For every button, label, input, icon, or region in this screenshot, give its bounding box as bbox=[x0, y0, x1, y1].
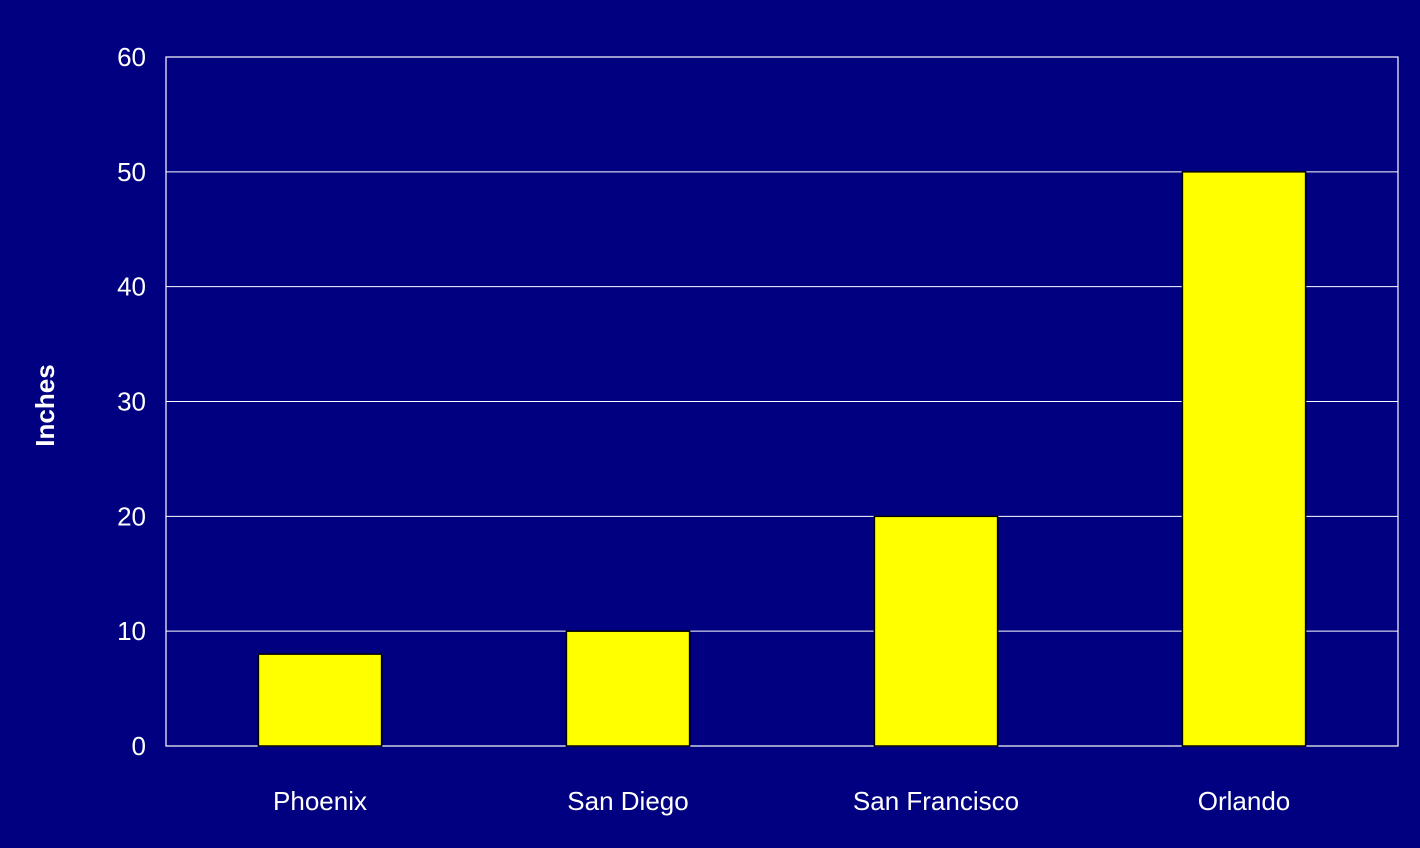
chart-outer-frame bbox=[6, 6, 1414, 842]
bar-orlando bbox=[1181, 171, 1307, 747]
plot-area-frame bbox=[165, 56, 1399, 747]
y-tick-label: 40 bbox=[117, 272, 146, 302]
y-tick-label: 10 bbox=[117, 616, 146, 646]
bar-san-francisco bbox=[873, 515, 999, 747]
x-tick-label: Orlando bbox=[1198, 786, 1291, 816]
y-axis-tick-labels: 0 10 20 30 40 50 60 bbox=[117, 42, 146, 761]
bar-san-diego bbox=[565, 630, 691, 747]
y-tick-label: 60 bbox=[117, 42, 146, 72]
y-tick-label: 50 bbox=[117, 157, 146, 187]
x-tick-label: San Diego bbox=[567, 786, 688, 816]
y-axis-label: Inches bbox=[30, 364, 60, 446]
x-tick-label: San Francisco bbox=[853, 786, 1019, 816]
x-tick-label: Phoenix bbox=[273, 786, 367, 816]
bars bbox=[257, 171, 1307, 747]
y-tick-label: 20 bbox=[117, 501, 146, 531]
bar-phoenix bbox=[257, 653, 383, 747]
y-tick-label: 0 bbox=[132, 731, 146, 761]
x-axis-tick-labels: Phoenix San Diego San Francisco Orlando bbox=[273, 786, 1290, 816]
y-tick-label: 30 bbox=[117, 387, 146, 417]
